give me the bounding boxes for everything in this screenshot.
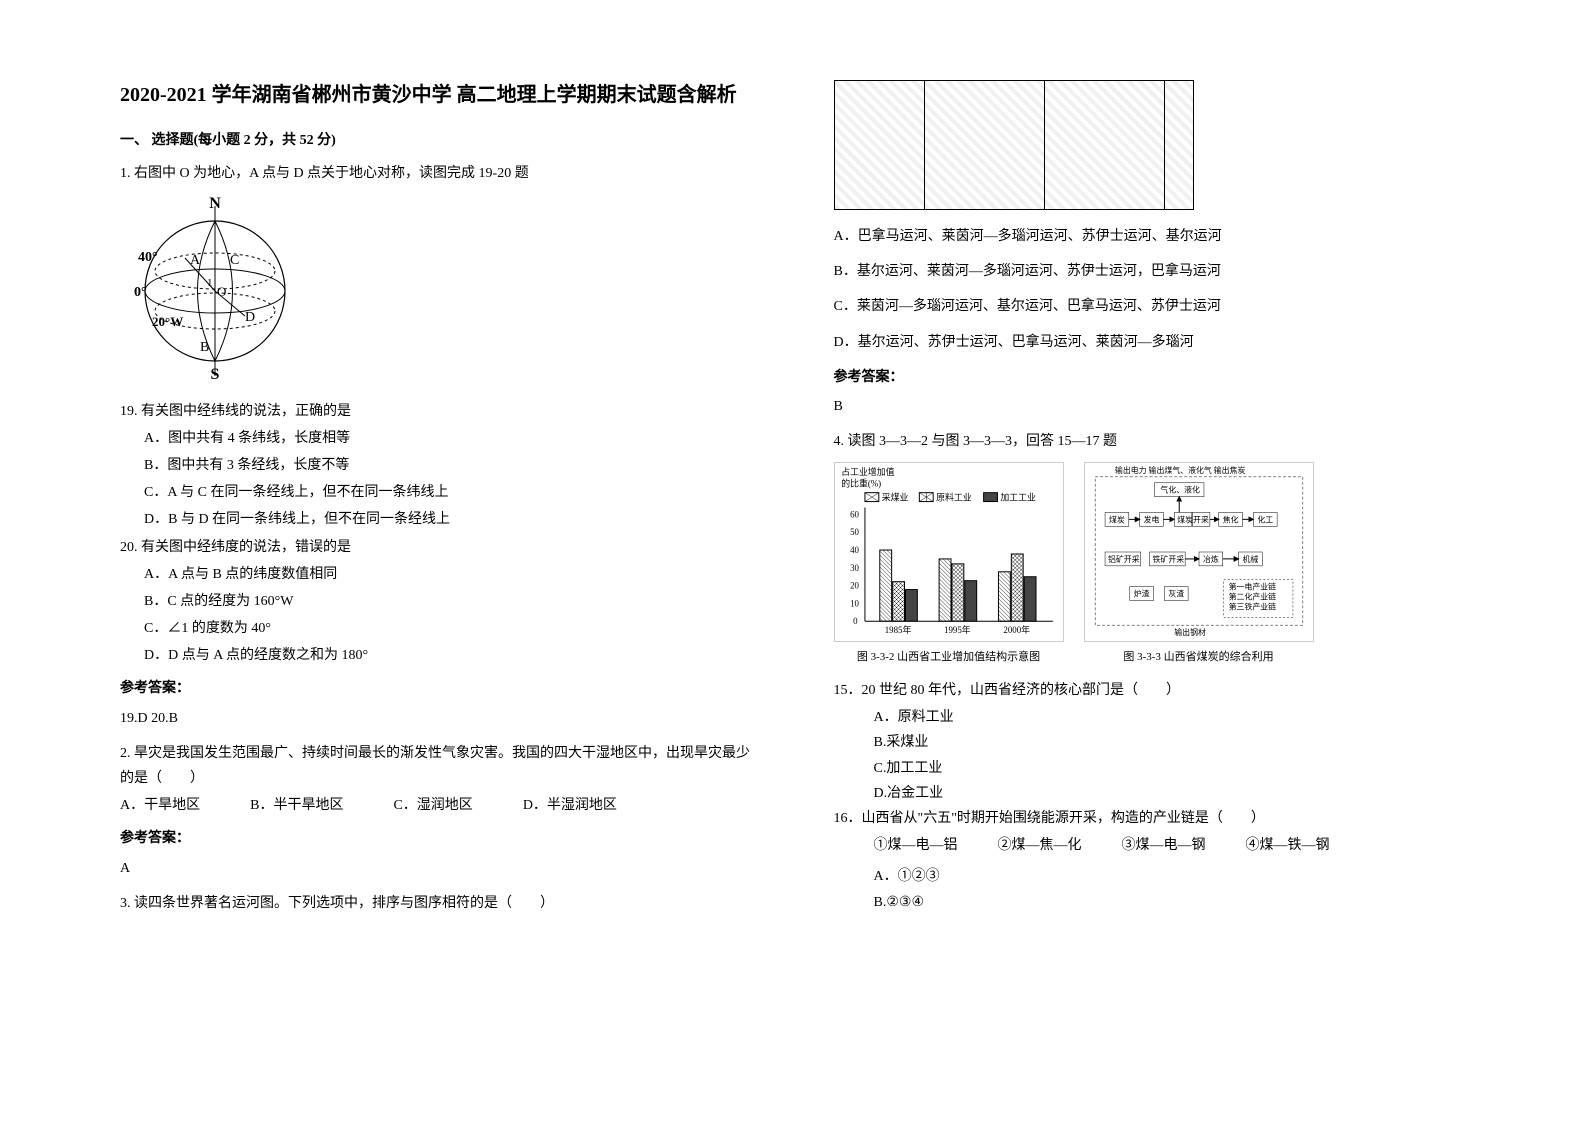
label-N: N — [209, 196, 221, 212]
q1-stem: 1. 右图中 O 为地心，A 点与 D 点关于地心对称，读图完成 19-20 题 — [120, 161, 754, 186]
svg-text:发电: 发电 — [1143, 515, 1159, 525]
q1-sub20-opt-c: C．∠1 的度数为 40° — [120, 616, 754, 641]
caption-bar: 图 3-3-2 山西省工业增加值结构示意图 — [834, 648, 1064, 668]
svg-text:化工: 化工 — [1257, 515, 1273, 525]
q4-sub16-opt-b: B.②③④ — [834, 890, 1468, 915]
globe-figure: N S A C O D B 40° 0° 20°W 1 — [130, 196, 300, 381]
canals-figure — [834, 80, 1194, 210]
svg-text:60: 60 — [850, 510, 859, 520]
q1-sub19-opt-c: C．A 与 C 在同一条经线上，但不在同一条纬线上 — [120, 480, 754, 505]
svg-text:焦化: 焦化 — [1222, 515, 1238, 525]
q3-opt-c: C．莱茵河—多瑙河运河、基尔运河、巴拿马运河、苏伊士运河 — [834, 294, 1468, 319]
figure-captions: 图 3-3-2 山西省工业增加值结构示意图 图 3-3-3 山西省煤炭的综合利用 — [834, 648, 1468, 668]
cat-2000: 2000年 — [1003, 624, 1030, 635]
q2-answer: A — [120, 856, 754, 881]
q2-options-row: A．干旱地区 B．半干旱地区 C．湿润地区 D．半湿润地区 — [120, 793, 754, 818]
q3-stem: 3. 读四条世界著名运河图。下列选项中，排序与图序相符的是（ ） — [120, 891, 754, 916]
q2-stem: 2. 旱灾是我国发生范围最广、持续时间最长的渐发性气象灾害。我国的四大干湿地区中… — [120, 741, 754, 791]
flow-top: 输出电力 输出煤气、液化气 输出焦炭 — [1114, 465, 1245, 475]
q4-sub15-opt-a: A．原料工业 — [834, 705, 1468, 730]
svg-text:20: 20 — [850, 581, 859, 591]
q3-opt-d: D．基尔运河、苏伊士运河、巴拿马运河、莱茵河—多瑙河 — [834, 330, 1468, 355]
q3-answer: B — [834, 394, 1468, 419]
label-D: D — [245, 310, 255, 325]
ref-answer-label-3: 参考答案： — [834, 365, 1468, 390]
legend-2: 原料工业 — [936, 492, 972, 503]
svg-text:气化、液化: 气化、液化 — [1160, 485, 1200, 495]
q4-sub15-stem: 15．20 世纪 80 年代，山西省经济的核心部门是（ ） — [834, 678, 1468, 703]
q1-sub20-opt-b: B．C 点的经度为 160°W — [120, 589, 754, 614]
svg-text:铁矿开采: 铁矿开采 — [1152, 554, 1184, 564]
svg-text:炉渣: 炉渣 — [1133, 589, 1149, 599]
svg-text:0: 0 — [853, 617, 858, 627]
q4-sub15-opt-d: D.冶金工业 — [834, 781, 1468, 806]
svg-text:第一电产业链: 第一电产业链 — [1228, 582, 1276, 592]
ref-answer-label-1: 参考答案： — [120, 676, 754, 701]
caption-flow: 图 3-3-3 山西省煤炭的综合利用 — [1084, 648, 1314, 668]
question-1: 1. 右图中 O 为地心，A 点与 D 点关于地心对称，读图完成 19-20 题… — [120, 161, 754, 731]
q1-sub20-opt-a: A．A 点与 B 点的纬度数值相同 — [120, 562, 754, 587]
svg-text:煤炭: 煤炭 — [1109, 515, 1125, 525]
svg-text:30: 30 — [850, 563, 859, 573]
right-column: A．巴拿马运河、莱茵河—多瑙河运河、苏伊士运河、基尔运河 B．基尔运河、莱茵河—… — [794, 80, 1488, 1082]
q1-sub20-stem: 20. 有关图中经纬度的说法，错误的是 — [120, 535, 754, 560]
question-3-stem-block: 3. 读四条世界著名运河图。下列选项中，排序与图序相符的是（ ） — [120, 891, 754, 916]
left-column: 2020-2021 学年湖南省郴州市黄沙中学 高二地理上学期期末试题含解析 一、… — [100, 80, 794, 1082]
q4-sub16-opt-a: A．①②③ — [834, 864, 1468, 889]
bar-chart-3-3-2: 占工业增加值 的比重(%) 采煤业 原料工业 加工工业 0 10 20 30 40 50… — [834, 462, 1064, 642]
cat-1995: 1995年 — [944, 624, 971, 635]
label-0: 0° — [134, 285, 147, 300]
label-20w: 20°W — [152, 314, 183, 329]
svg-text:50: 50 — [850, 528, 859, 538]
svg-text:第三铁产业链: 第三铁产业链 — [1228, 602, 1276, 612]
q1-sub19-opt-a: A．图中共有 4 条纬线，长度相等 — [120, 426, 754, 451]
item-1: ①煤—电—铝 — [874, 833, 958, 858]
q1-sub20-opt-d: D．D 点与 A 点的经度数之和为 180° — [120, 643, 754, 668]
label-B: B — [200, 340, 209, 355]
flow-chart-3-3-3: 输出电力 输出煤气、液化气 输出焦炭 气化、液化 煤炭 发电 煤炭开采 焦化 化… — [1084, 462, 1314, 642]
q4-sub16-items: ①煤—电—铝 ②煤—焦—化 ③煤—电—钢 ④煤—铁—钢 — [834, 833, 1468, 858]
svg-text:煤炭开采: 煤炭开采 — [1177, 515, 1209, 525]
q4-sub16-stem: 16．山西省从"六五"时期开始围绕能源开采，构造的产业链是（ ） — [834, 806, 1468, 831]
svg-text:40: 40 — [850, 545, 859, 555]
item-2: ②煤—焦—化 — [998, 833, 1082, 858]
cat-1985: 1985年 — [884, 624, 911, 635]
q3-opt-b: B．基尔运河、莱茵河—多瑙河运河、苏伊士运河，巴拿马运河 — [834, 259, 1468, 284]
q2-opt-c: C．湿润地区 — [393, 793, 472, 818]
q4-sub15-opt-b: B.采煤业 — [834, 730, 1468, 755]
legend-3: 加工工业 — [1000, 493, 1036, 503]
q3-opt-a: A．巴拿马运河、莱茵河—多瑙河运河、苏伊士运河、基尔运河 — [834, 224, 1468, 249]
q1-sub19-opt-b: B．图中共有 3 条经线，长度不等 — [120, 453, 754, 478]
document-title: 2020-2021 学年湖南省郴州市黄沙中学 高二地理上学期期末试题含解析 — [120, 80, 754, 110]
q2-opt-b: B．半干旱地区 — [250, 793, 343, 818]
legend-1: 采煤业 — [881, 492, 908, 503]
ref-answer-label-2: 参考答案： — [120, 826, 754, 851]
label-S: S — [211, 366, 220, 381]
q4-sub15-opt-c: C.加工工业 — [834, 756, 1468, 781]
svg-text:第二化产业链: 第二化产业链 — [1228, 592, 1276, 602]
label-40: 40° — [138, 250, 158, 265]
q4-stem: 4. 读图 3—3—2 与图 3—3—3，回答 15—17 题 — [834, 429, 1468, 454]
label-C: C — [230, 253, 239, 268]
bar-ylabel-2: 的比重(%) — [841, 478, 881, 489]
q1-sub19-stem: 19. 有关图中经纬线的说法，正确的是 — [120, 399, 754, 424]
svg-text:冶炼: 冶炼 — [1202, 554, 1218, 564]
q2-opt-a: A．干旱地区 — [120, 793, 200, 818]
question-2: 2. 旱灾是我国发生范围最广、持续时间最长的渐发性气象灾害。我国的四大干湿地区中… — [120, 741, 754, 881]
section-1-heading: 一、 选择题(每小题 2 分，共 52 分) — [120, 128, 754, 153]
flow-bottom: 输出钢材 — [1174, 627, 1206, 637]
q4-figures: 占工业增加值 的比重(%) 采煤业 原料工业 加工工业 0 10 20 30 40 50… — [834, 462, 1468, 642]
item-4: ④煤—铁—钢 — [1246, 833, 1330, 858]
svg-text:机械: 机械 — [1242, 554, 1258, 564]
q1-answer: 19.D 20.B — [120, 706, 754, 731]
item-3: ③煤—电—钢 — [1122, 833, 1206, 858]
svg-text:10: 10 — [850, 599, 859, 609]
q1-sub19-opt-d: D．B 与 D 在同一条纬线上，但不在同一条经线上 — [120, 507, 754, 532]
svg-text:灰渣: 灰渣 — [1168, 589, 1184, 599]
svg-text:铝矿开采: 铝矿开采 — [1108, 554, 1140, 564]
q2-opt-d: D．半湿润地区 — [523, 793, 617, 818]
bar-ylabel-1: 占工业增加值 — [841, 466, 894, 477]
